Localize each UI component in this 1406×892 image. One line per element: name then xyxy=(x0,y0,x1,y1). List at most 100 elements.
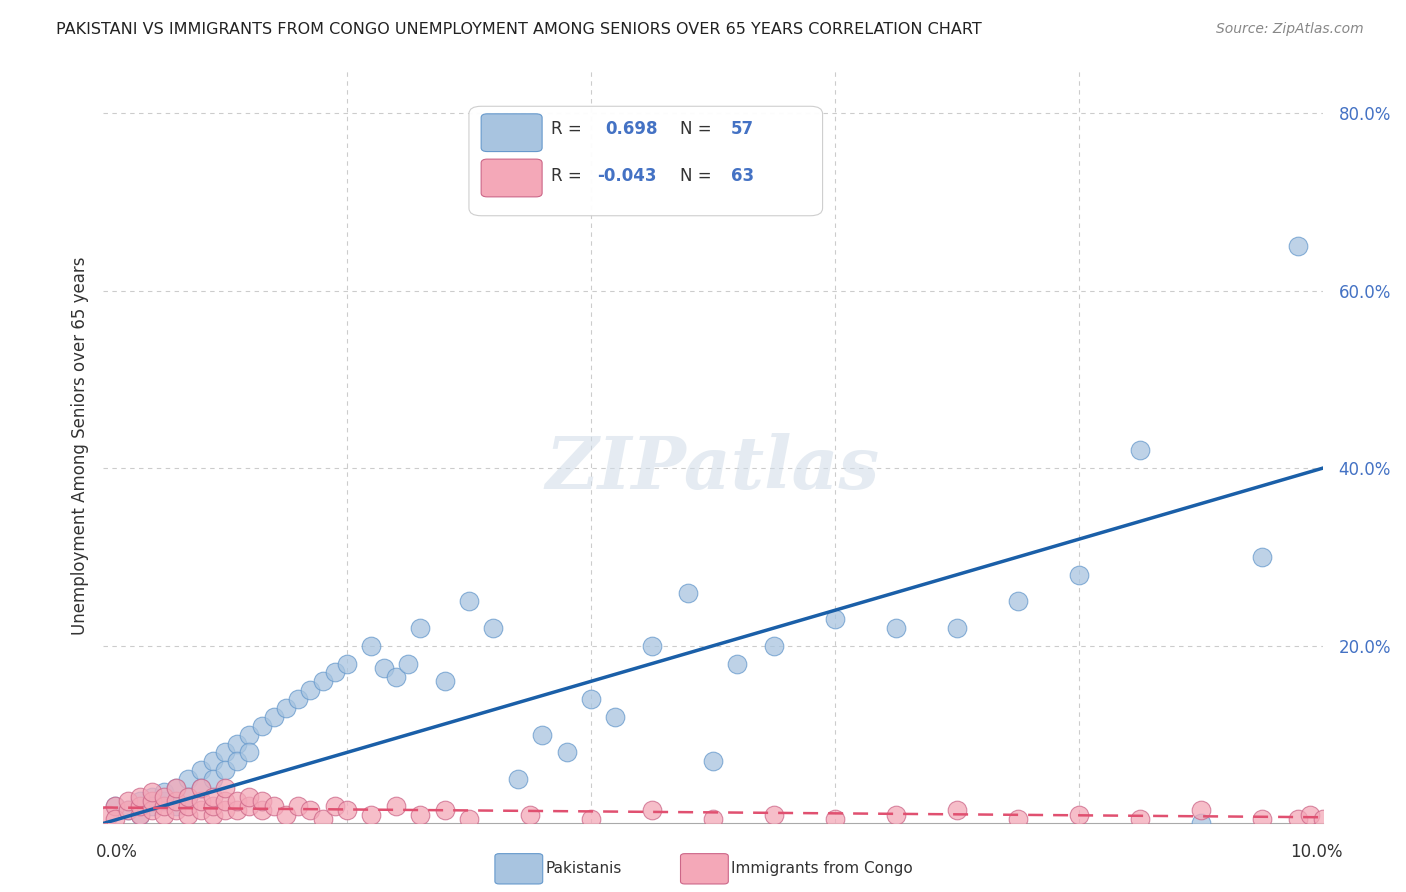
Point xyxy=(177,772,200,786)
Point xyxy=(311,812,333,826)
Text: PAKISTANI VS IMMIGRANTS FROM CONGO UNEMPLOYMENT AMONG SENIORS OVER 65 YEARS CORR: PAKISTANI VS IMMIGRANTS FROM CONGO UNEMP… xyxy=(56,22,981,37)
Point xyxy=(238,746,260,760)
Point xyxy=(190,780,212,795)
Text: R =: R = xyxy=(551,167,582,185)
Point xyxy=(190,803,212,817)
Point xyxy=(153,785,176,799)
Point xyxy=(1189,803,1212,817)
Point xyxy=(263,710,285,724)
Text: Source: ZipAtlas.com: Source: ZipAtlas.com xyxy=(1216,22,1364,37)
Point xyxy=(214,746,236,760)
Point xyxy=(1312,812,1334,826)
Point xyxy=(1067,807,1090,822)
Point xyxy=(263,798,285,813)
Point xyxy=(762,807,785,822)
Point xyxy=(323,798,346,813)
Point xyxy=(579,692,602,706)
Point xyxy=(117,803,139,817)
Point xyxy=(165,794,187,808)
Point xyxy=(458,812,481,826)
Point xyxy=(384,798,406,813)
Point xyxy=(702,754,724,768)
Point xyxy=(177,798,200,813)
Point xyxy=(238,728,260,742)
Point xyxy=(165,780,187,795)
Point xyxy=(323,665,346,680)
Point xyxy=(287,798,309,813)
Point xyxy=(605,710,627,724)
Point xyxy=(945,803,967,817)
Point xyxy=(384,670,406,684)
Point xyxy=(373,661,395,675)
Point xyxy=(128,807,150,822)
Point xyxy=(482,621,505,635)
Point xyxy=(396,657,419,671)
Point xyxy=(128,798,150,813)
Text: 57: 57 xyxy=(731,120,754,138)
Point xyxy=(250,794,273,808)
FancyBboxPatch shape xyxy=(470,106,823,216)
Point xyxy=(117,794,139,808)
Point xyxy=(104,812,127,826)
Point xyxy=(201,789,224,804)
Point xyxy=(824,812,846,826)
Text: 0.698: 0.698 xyxy=(606,120,658,138)
Point xyxy=(555,746,578,760)
Point xyxy=(177,807,200,822)
Point xyxy=(1067,567,1090,582)
Point xyxy=(1129,443,1152,458)
Point xyxy=(641,639,664,653)
Point xyxy=(274,807,297,822)
Point xyxy=(201,798,224,813)
Point xyxy=(531,728,554,742)
Point xyxy=(104,798,127,813)
Point xyxy=(1129,812,1152,826)
Point xyxy=(214,763,236,777)
Point xyxy=(201,754,224,768)
Point xyxy=(214,803,236,817)
Point xyxy=(238,798,260,813)
Point xyxy=(177,789,200,804)
Point xyxy=(409,807,432,822)
Point xyxy=(725,657,748,671)
Y-axis label: Unemployment Among Seniors over 65 years: Unemployment Among Seniors over 65 years xyxy=(72,257,89,635)
Point xyxy=(762,639,785,653)
Point xyxy=(945,621,967,635)
Point xyxy=(433,803,456,817)
Text: Immigrants from Congo: Immigrants from Congo xyxy=(731,862,912,876)
Point xyxy=(128,807,150,822)
Text: 0.0%: 0.0% xyxy=(96,843,138,861)
Point xyxy=(579,812,602,826)
Point xyxy=(458,594,481,608)
Point xyxy=(519,807,541,822)
Point xyxy=(214,780,236,795)
Point xyxy=(1286,239,1309,253)
Point xyxy=(238,789,260,804)
Point xyxy=(141,794,163,808)
Point xyxy=(141,785,163,799)
Point xyxy=(165,780,187,795)
FancyBboxPatch shape xyxy=(481,159,543,197)
Point xyxy=(226,803,249,817)
Point xyxy=(104,798,127,813)
Point xyxy=(128,789,150,804)
Point xyxy=(360,807,382,822)
Text: ZIPatlas: ZIPatlas xyxy=(546,434,880,504)
Text: Pakistanis: Pakistanis xyxy=(546,862,621,876)
Point xyxy=(214,794,236,808)
Point xyxy=(190,780,212,795)
Point xyxy=(177,789,200,804)
Point xyxy=(153,807,176,822)
FancyBboxPatch shape xyxy=(481,114,543,152)
Point xyxy=(226,754,249,768)
Point xyxy=(153,789,176,804)
Point xyxy=(201,772,224,786)
Point xyxy=(311,674,333,689)
Point xyxy=(190,763,212,777)
Text: 63: 63 xyxy=(731,167,754,185)
Point xyxy=(409,621,432,635)
Text: N =: N = xyxy=(681,167,711,185)
Point xyxy=(250,719,273,733)
Point xyxy=(702,812,724,826)
Text: -0.043: -0.043 xyxy=(598,167,657,185)
